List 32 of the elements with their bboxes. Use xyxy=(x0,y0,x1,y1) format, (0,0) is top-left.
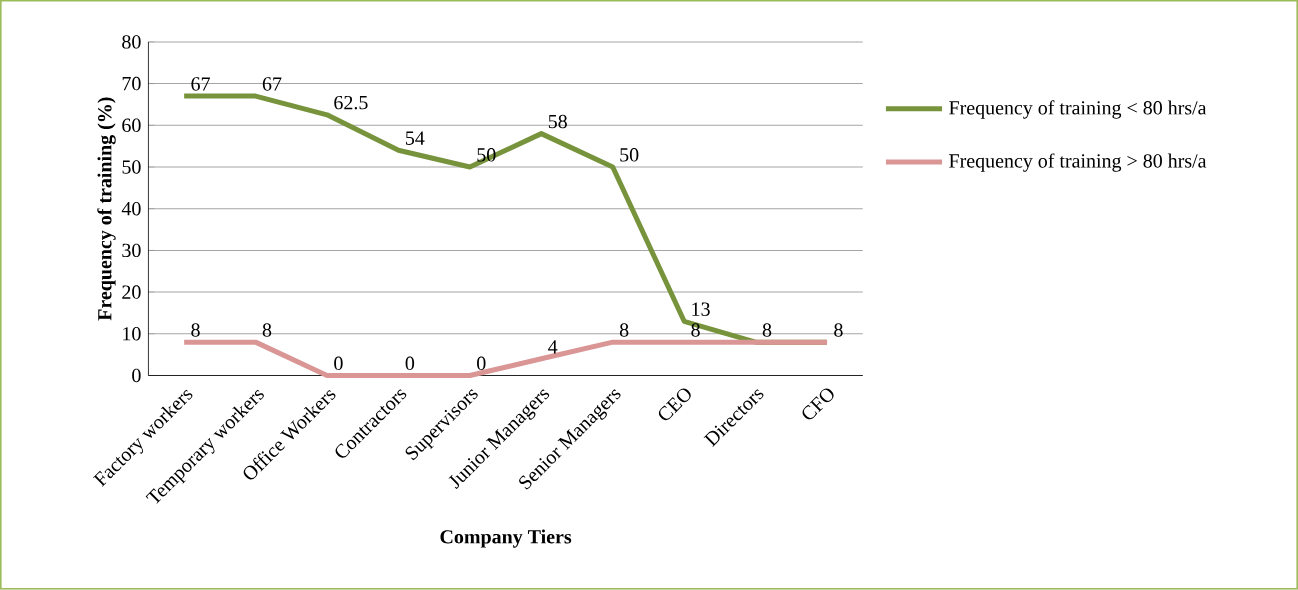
data-label: 50 xyxy=(620,148,639,162)
y-tick-label: 50 xyxy=(122,160,141,174)
data-label: 8 xyxy=(834,323,843,337)
data-label: 8 xyxy=(262,323,272,337)
data-label: 0 xyxy=(477,356,486,371)
y-tick-label: 70 xyxy=(122,77,141,91)
y-tick-label: 80 xyxy=(122,35,141,49)
x-tick-label: CEO xyxy=(658,388,691,421)
data-label: 8 xyxy=(762,323,772,337)
data-label: 62.5 xyxy=(334,96,368,110)
y-tick-label: 60 xyxy=(122,118,141,133)
data-label: 0 xyxy=(405,356,415,371)
legend-label: Frequency of training < 80 hrs/a xyxy=(949,100,1207,119)
data-label: 8 xyxy=(191,323,200,337)
y-tick-label: 10 xyxy=(123,327,141,341)
legend-label: Frequency of training > 80 hrs/a xyxy=(949,153,1207,172)
data-label: 54 xyxy=(406,131,425,146)
data-label: 58 xyxy=(548,114,567,129)
y-tick-label: 40 xyxy=(121,202,141,216)
y-tick-label: 30 xyxy=(122,243,141,258)
data-label: 13 xyxy=(692,302,710,317)
data-label: 8 xyxy=(619,323,629,337)
data-label: 0 xyxy=(334,356,343,371)
y-tick-label: 0 xyxy=(132,368,141,383)
data-label: 4 xyxy=(548,340,558,354)
data-label: 67 xyxy=(262,77,282,91)
data-label: 8 xyxy=(691,323,700,337)
y-axis-title: Frequency of training (%) xyxy=(97,97,116,321)
data-label: 67 xyxy=(191,77,210,91)
x-tick-label: CFO xyxy=(802,388,834,420)
y-tick-label: 20 xyxy=(122,285,141,299)
x-axis-title: Company Tiers xyxy=(440,529,572,548)
